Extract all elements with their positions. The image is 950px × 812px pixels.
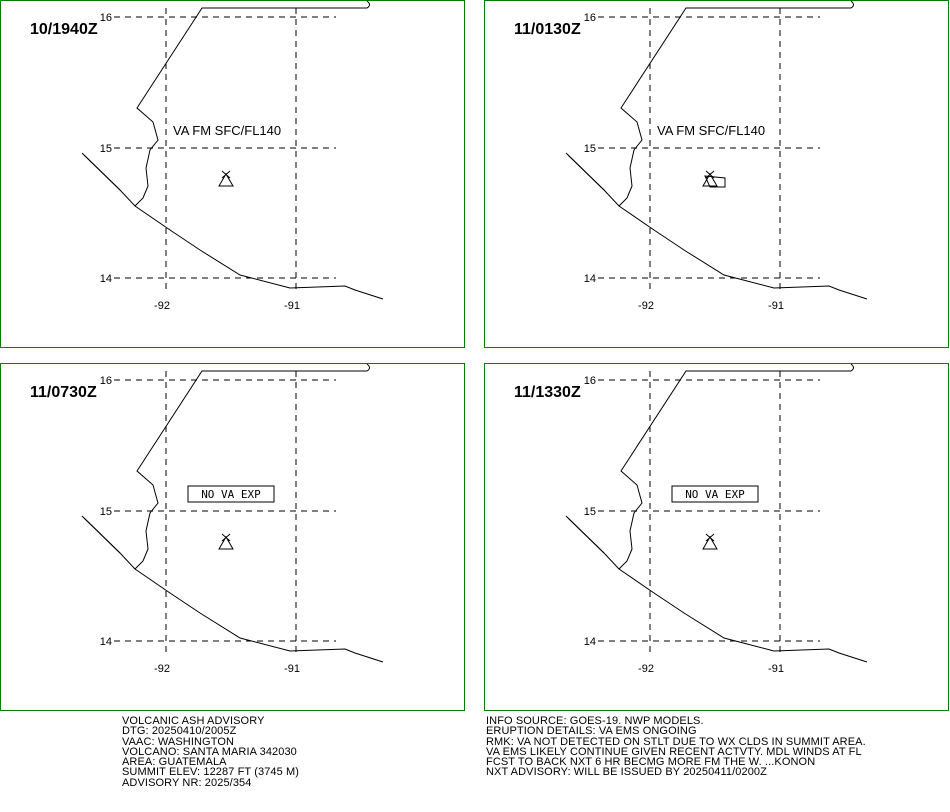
longitude-label: -91 [284,300,300,312]
annotation-box [187,485,275,503]
latitude-label: 16 [100,375,112,387]
valid-time: 11/1330Z [514,384,581,401]
coast-thick [567,517,605,554]
map-panel: 16 15 14 -92 -91 11/1330Z NO VA EXP [484,363,949,711]
border [618,363,854,570]
latitude-label: 16 [584,375,596,387]
latitude-label: 15 [584,506,596,518]
advisory-line: NXT ADVISORY: WILL BE ISSUED BY 20250411… [486,766,767,779]
latitude-label: 14 [100,636,112,648]
panel-border [484,0,949,348]
annotation-box [671,485,759,503]
advisory-line: INFO SOURCE: GOES-19. NWP MODELS. [486,715,704,727]
latitude-label: 15 [100,143,112,155]
advisory-line: ERUPTION DETAILS: VA EMS ONGOING [486,725,697,738]
coast-thick [567,154,605,191]
advisory-line: VOLCANO: SANTA MARIA 342030 [122,745,297,758]
longitude-label: -92 [638,663,654,675]
longitude-label: -92 [638,300,654,312]
longitude-label: -91 [768,663,784,675]
coast [81,152,384,300]
latitude-label: 16 [100,12,112,24]
advisory-line: SUMMIT ELEV: 12287 FT (3745 M) [122,766,300,779]
volcano-icon [218,533,234,550]
advisory-line: VA EMS LIKELY CONTINUE GIVEN RECENT ACTV… [486,745,862,758]
coast-thick [83,154,121,191]
latitude-label: 16 [584,12,596,24]
map-panel: 16 15 14 -92 -91 10/1940Z VA FM SFC/FL140 [0,0,465,348]
border [134,363,370,570]
latitude-label: 15 [584,143,596,155]
map-panel: 16 15 14 -92 -91 11/0130Z VA FM SFC/FL140 [484,0,949,348]
volcano-icon [702,170,718,187]
latitude-label: 14 [584,636,596,648]
panel-border [0,363,465,711]
coast [81,515,384,663]
volcano-icon [702,533,718,550]
longitude-label: -92 [154,300,170,312]
advisory-line: VAAC: WASHINGTON [122,735,235,748]
advisory-left: VOLCANIC ASH ADVISORY DTG: 20250410/2005Z… [122,715,300,789]
longitude-label: -92 [154,663,170,675]
valid-time: 10/1940Z [30,21,98,38]
advisory-line: RMK: VA NOT DETECTED ON STLT DUE TO WX C… [486,735,866,748]
advisory-line: AREA: GUATEMALA [122,756,227,769]
latitude-label: 15 [100,506,112,518]
advisory-line: DTG: 20250410/2005Z [122,725,237,738]
advisory-line: ADVISORY NR: 2025/354 [122,776,252,789]
annotation: NO VA EXP [685,488,745,501]
coast-thick [83,517,121,554]
annotation: VA FM SFC/FL140 [173,123,281,138]
coast [565,152,868,300]
longitude-label: -91 [768,300,784,312]
advisory-line: VOLCANIC ASH ADVISORY [122,715,265,727]
latitude-label: 14 [100,273,112,285]
ash-area [704,175,726,188]
advisory-line: FCST TO BACK NXT 6 HR BECMG MORE FM THE … [486,756,816,769]
annotation: VA FM SFC/FL140 [657,123,765,138]
coast [565,515,868,663]
annotation: NO VA EXP [201,488,261,501]
latitude-label: 14 [584,273,596,285]
panel-border [0,0,465,348]
map-panel: 16 15 14 -92 -91 11/0730Z NO VA EXP [0,363,465,711]
volcano-icon [218,170,234,187]
border [618,0,854,207]
panel-border [484,363,949,711]
border [134,0,370,207]
valid-time: 11/0130Z [514,21,581,38]
advisory-right: INFO SOURCE: GOES-19. NWP MODELS. ERUPTIO… [486,715,866,779]
longitude-label: -91 [284,663,300,675]
valid-time: 11/0730Z [30,384,97,401]
